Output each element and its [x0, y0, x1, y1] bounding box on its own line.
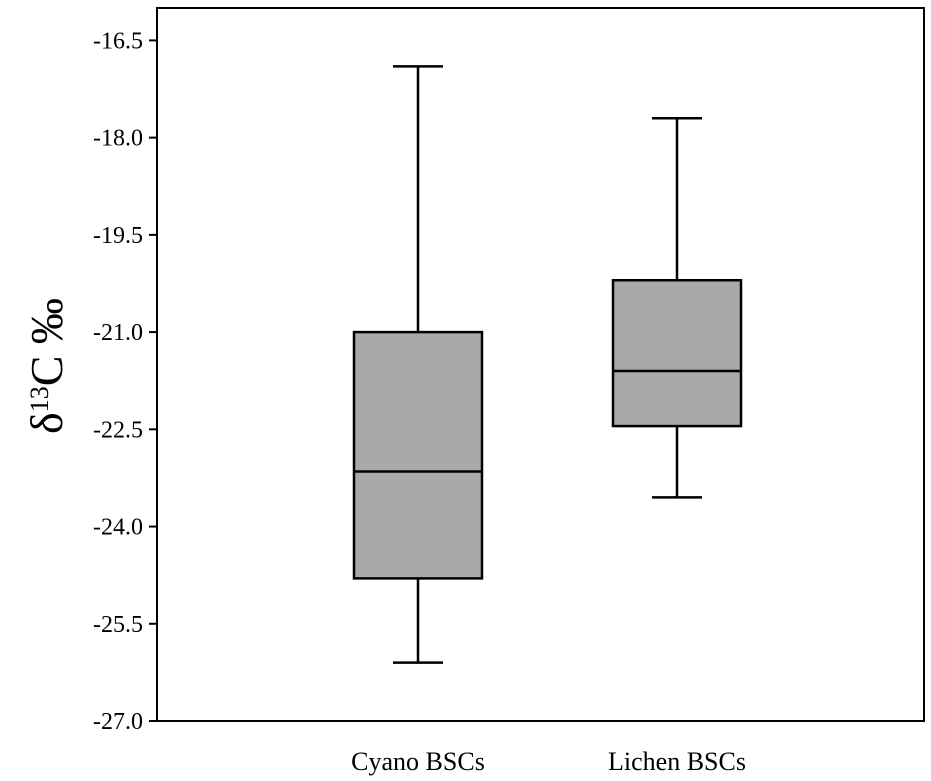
y-tick-label: -16.5 — [93, 28, 143, 54]
x-category-label: Lichen BSCs — [608, 747, 746, 776]
x-axis-labels: Cyano BSCs Lichen BSCs — [351, 747, 746, 776]
y-axis-label-suffix: C ‰ — [21, 298, 72, 386]
y-tick-label: -22.5 — [93, 417, 143, 443]
boxes — [352, 65, 743, 664]
y-axis-label: δ13C ‰ — [21, 298, 72, 434]
y-axis: -16.5 -18.0 -19.5 -21.0 -22.5 -24.0 -25.5 -27.0 — [93, 28, 157, 735]
y-tick-label: -25.5 — [93, 612, 143, 638]
iqr-box — [352, 330, 484, 580]
y-tick-label: -19.5 — [93, 223, 143, 249]
iqr-box — [611, 278, 743, 428]
y-tick-label: -18.0 — [93, 126, 143, 152]
y-axis-label-prefix: δ — [21, 412, 72, 434]
y-tick-label: -24.0 — [93, 515, 143, 541]
x-category-label: Cyano BSCs — [351, 747, 485, 776]
y-axis-label-superscript: 13 — [25, 386, 54, 412]
y-tick-label: -21.0 — [93, 320, 143, 346]
plot-frame — [156, 7, 925, 722]
y-tick-label: -27.0 — [93, 709, 143, 735]
